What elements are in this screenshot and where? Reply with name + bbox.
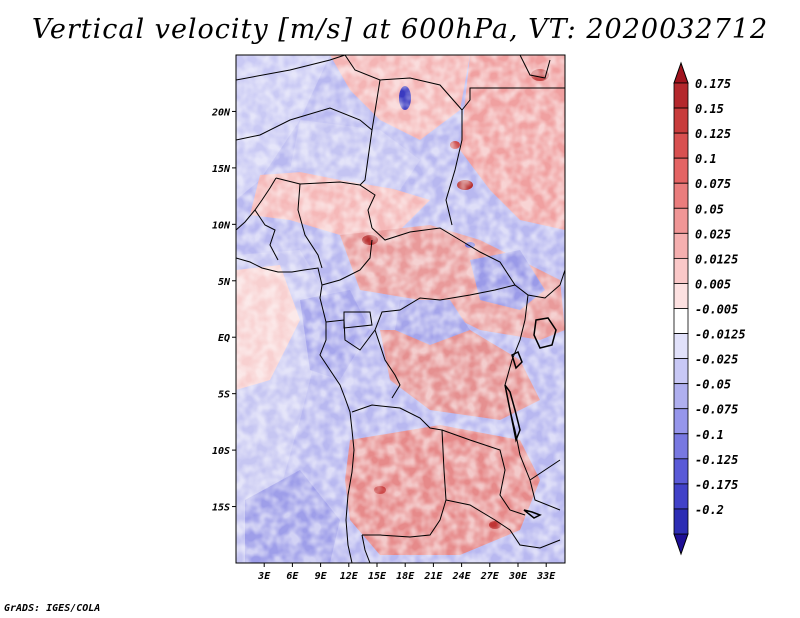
lake-outline [511, 350, 523, 370]
colorbar-swatch [673, 358, 689, 385]
lon-tick-label: 12E [340, 571, 359, 582]
colorbar-swatch [673, 82, 689, 109]
border [275, 177, 361, 186]
colorbar-top-arrow [673, 61, 689, 84]
border [297, 183, 323, 269]
colorbar-label: -0.125 [695, 453, 738, 467]
colorbar-swatch [673, 257, 689, 284]
border [374, 329, 401, 399]
lon-tick-label: 24E [452, 571, 472, 582]
colorbar-label: -0.2 [695, 503, 724, 517]
border [321, 239, 373, 286]
colorbar-label: 0.125 [695, 127, 731, 141]
colorbar-swatch [673, 182, 689, 209]
colorbar-swatch [673, 408, 689, 435]
colorbar-swatch [673, 433, 689, 460]
colorbar-label: 0.175 [695, 77, 731, 91]
lon-tick-label: 27E [480, 571, 500, 582]
border [461, 87, 565, 111]
lon-tick-label: 18E [396, 571, 415, 582]
border [254, 209, 279, 261]
colorbar-swatch [673, 458, 689, 485]
coastline [236, 257, 355, 563]
colorbar-label: 0.005 [695, 277, 731, 291]
border [371, 227, 565, 299]
colorbar-label: 0.025 [695, 227, 731, 241]
colorbar-swatch [673, 333, 689, 360]
colorbar-swatch [673, 483, 689, 510]
colorbar: 0.175 0.15 0.125 0.1 0.075 0.05 0.025 0.0125 0.0… [673, 61, 746, 556]
colorbar-swatch [673, 207, 689, 234]
lake-outline [523, 509, 542, 519]
lon-tick-label: 9E [315, 571, 328, 582]
colorbar-label: -0.175 [695, 478, 738, 492]
border [529, 459, 561, 481]
colorbar-label: 0.05 [695, 202, 724, 216]
colorbar-swatch [673, 508, 689, 535]
grads-credit: GrADS: IGES/COLA [4, 603, 101, 614]
velocity-field [236, 55, 565, 563]
map-frame [235, 54, 566, 564]
lat-tick-label: 20N [211, 107, 231, 118]
colorbar-label: -0.0125 [695, 328, 746, 342]
border [344, 55, 463, 226]
x-axis: 3E 6E 9E 12E 15E 18E 21E 24E 27E 30E 33E [257, 563, 556, 582]
lat-tick-label: 5S [218, 390, 230, 401]
map-boundaries [236, 55, 565, 563]
coastline [236, 177, 277, 231]
lon-tick-label: 21E [423, 571, 443, 582]
border [236, 55, 346, 81]
colorbar-bottom-arrow [673, 533, 689, 556]
lon-tick-label: 6E [286, 571, 299, 582]
lat-tick-label: 10S [212, 446, 230, 457]
lon-tick-label: 3E [257, 571, 271, 582]
colorbar-swatch [673, 383, 689, 410]
border [361, 534, 371, 563]
colorbar-label: -0.005 [695, 303, 738, 317]
colorbar-swatch [673, 107, 689, 134]
colorbar-label: -0.05 [695, 378, 731, 392]
colorbar-label: 0.075 [695, 177, 731, 191]
border [519, 55, 551, 79]
colorbar-swatch [673, 132, 689, 159]
border [351, 404, 447, 538]
map-plot-area [235, 54, 566, 564]
border [325, 284, 516, 351]
lake-outline [504, 384, 521, 443]
lon-tick-label: 30E [508, 571, 528, 582]
colorbar-label: 0.0125 [695, 252, 738, 266]
colorbar-label: -0.025 [695, 353, 738, 367]
colorbar-swatch [673, 157, 689, 184]
field-texture [236, 55, 565, 563]
border [445, 499, 561, 549]
colorbar-label: -0.1 [695, 428, 724, 442]
colorbar-swatch [673, 283, 689, 309]
colorbar-swatch [673, 232, 689, 259]
lat-tick-label: 15S [212, 503, 230, 514]
plot-title: Vertical velocity [m/s] at 600hPa, VT: 2… [31, 14, 769, 45]
border [236, 107, 373, 141]
colorbar-label: 0.1 [695, 152, 717, 166]
lat-tick-label: 5N [218, 277, 231, 288]
y-axis: 20N 15N 10N 5N EQ 5S 10S 15S [211, 107, 236, 514]
lat-tick-label: EQ [218, 333, 230, 344]
border [441, 429, 526, 516]
lake-outline [533, 317, 557, 349]
colorbar-label: -0.075 [695, 403, 738, 417]
lat-tick-label: 15N [212, 164, 231, 175]
lon-tick-label: 15E [368, 571, 387, 582]
colorbar-swatch [673, 308, 689, 334]
lon-tick-label: 33E [536, 571, 556, 582]
lat-tick-label: 10N [212, 220, 231, 231]
colorbar-label: 0.15 [695, 102, 724, 116]
